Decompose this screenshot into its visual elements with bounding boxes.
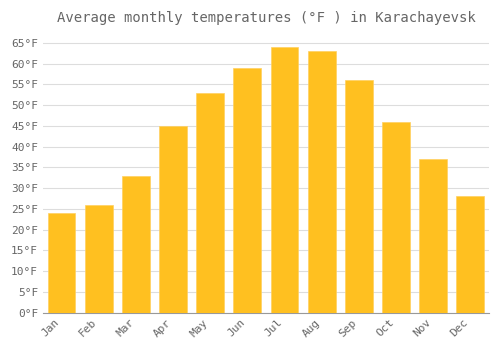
- Bar: [122, 176, 150, 313]
- Bar: [345, 80, 373, 313]
- Title: Average monthly temperatures (°F ) in Karachayevsk: Average monthly temperatures (°F ) in Ka…: [56, 11, 476, 25]
- Bar: [48, 213, 76, 313]
- Bar: [419, 159, 447, 313]
- Bar: [196, 93, 224, 313]
- Bar: [85, 205, 112, 313]
- Bar: [234, 68, 262, 313]
- Bar: [456, 196, 484, 313]
- Bar: [159, 126, 187, 313]
- Bar: [382, 122, 410, 313]
- Bar: [308, 51, 336, 313]
- Bar: [270, 47, 298, 313]
